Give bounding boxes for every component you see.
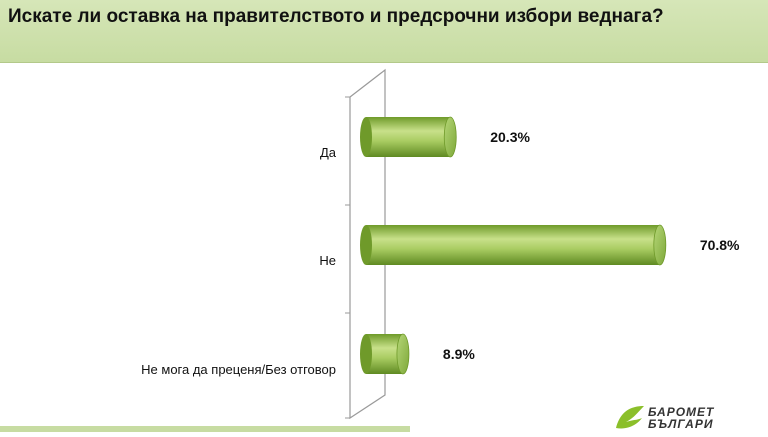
logo-text: БАРОМЕТ БЪЛГАРИ bbox=[648, 406, 714, 430]
value-label: 20.3% bbox=[490, 129, 530, 145]
bar-start-cap bbox=[360, 334, 372, 374]
bar-start-cap bbox=[360, 117, 372, 157]
bar-3 bbox=[360, 333, 410, 375]
category-label: Не мога да преценя/Без отговор bbox=[141, 362, 336, 377]
bar-start-cap bbox=[360, 225, 372, 265]
category-label: Не bbox=[319, 253, 336, 268]
bar-end-cap bbox=[443, 116, 457, 158]
logo-line-2: БЪЛГАРИ bbox=[648, 417, 714, 431]
bar-body bbox=[366, 117, 451, 157]
value-label: 70.8% bbox=[700, 237, 740, 253]
axis-wall bbox=[349, 68, 386, 420]
title-bar: Искате ли оставка на правителството и пр… bbox=[0, 0, 768, 63]
bar-1 bbox=[360, 116, 457, 158]
value-label: 8.9% bbox=[443, 346, 475, 362]
logo-line-1: БАРОМЕТ bbox=[648, 405, 715, 419]
category-label: Да bbox=[320, 145, 337, 160]
chart-title: Искате ли оставка на правителството и пр… bbox=[8, 6, 664, 27]
bar-2 bbox=[360, 224, 667, 266]
footer-bar bbox=[0, 426, 410, 432]
barometer-logo: БАРОМЕТ БЪЛГАРИ bbox=[612, 402, 768, 432]
bar-end-cap bbox=[396, 333, 410, 375]
logo-leaf-icon bbox=[616, 406, 644, 429]
bar-body bbox=[366, 225, 660, 265]
bar-end-cap bbox=[653, 224, 667, 266]
